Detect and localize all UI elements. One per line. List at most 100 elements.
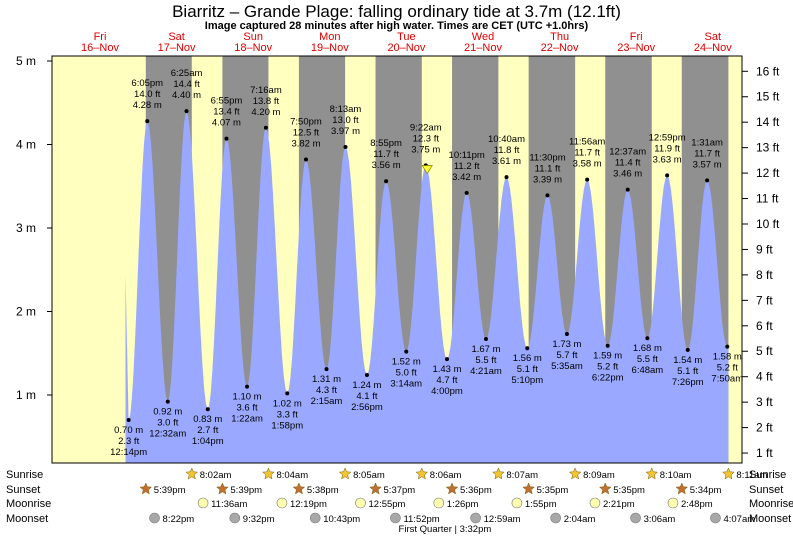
moonset-icon bbox=[149, 512, 160, 524]
sunset-icon bbox=[369, 482, 382, 495]
sunrise-icon bbox=[185, 467, 199, 480]
tide-metres-label: 1.10 m bbox=[233, 392, 262, 403]
sunset-time-label: 5:39pm bbox=[230, 485, 262, 496]
day-date-label: 23–Nov bbox=[617, 42, 655, 54]
y-right-tick-label: 3 ft bbox=[756, 395, 773, 409]
y-right-tick-label: 10 ft bbox=[756, 217, 780, 231]
y-right-tick-label: 5 ft bbox=[756, 344, 773, 358]
tide-metres-label: 4.20 m bbox=[251, 107, 280, 118]
tide-feet-label: 5.5 ft bbox=[637, 354, 658, 365]
y-right-tick-label: 4 ft bbox=[756, 370, 773, 384]
tide-feet-label: 11.7 ft bbox=[373, 149, 399, 160]
moonrise-time-label: 12:55pm bbox=[369, 499, 406, 510]
moonrise-time-label: 1:26pm bbox=[447, 499, 479, 510]
tide-feet-label: 5.5 ft bbox=[475, 355, 496, 366]
day-name-label: Mon bbox=[319, 31, 340, 43]
sunset-time-label: 5:35pm bbox=[537, 485, 569, 496]
tide-feet-label: 11.9 ft bbox=[654, 143, 680, 154]
moonrise-icon bbox=[276, 497, 288, 509]
sunset-icon bbox=[445, 482, 459, 495]
tide-feet-label: 11.7 ft bbox=[694, 148, 720, 159]
day-name-label: Fri bbox=[630, 31, 643, 43]
axes: 1 m 2 m 3 m 4 m 5 m 1 ft 2 ft 3 ft 4 ft 5 ft 6 ft 7… bbox=[16, 54, 780, 460]
sunrise-row-label-left: Sunrise bbox=[6, 469, 43, 481]
day-name-label: Thu bbox=[550, 31, 569, 43]
moonrise-row-label-left: Moonrise bbox=[6, 498, 51, 510]
moonset-time-label: 3:06am bbox=[644, 514, 676, 525]
tide-feet-label: 12.5 ft bbox=[293, 128, 320, 139]
tide-feet-label: 14.0 ft bbox=[134, 89, 161, 100]
moonset-icon bbox=[550, 512, 561, 524]
sunrise-time-label: 8:09am bbox=[583, 470, 615, 481]
high-tide-point bbox=[384, 179, 389, 184]
chart-title: Biarritz – Grande Plage: falling ordinar… bbox=[172, 2, 621, 21]
tide-feet-label: 13.8 ft bbox=[253, 96, 280, 107]
moonrise-time-label: 2:48pm bbox=[681, 499, 713, 510]
day-date-label: 22–Nov bbox=[541, 42, 579, 54]
low-tide-point bbox=[564, 332, 569, 337]
tide-feet-label: 11.7 ft bbox=[574, 148, 600, 159]
tide-metres-label: 1.59 m bbox=[593, 351, 622, 362]
high-tide-point bbox=[343, 145, 348, 150]
tide-time-label: 2:56pm bbox=[351, 402, 383, 413]
day-date-label: 21–Nov bbox=[464, 42, 502, 54]
tide-time-label: 9:22am bbox=[410, 122, 442, 133]
y-right-tick-label: 9 ft bbox=[756, 242, 773, 256]
tide-metres-label: 1.67 m bbox=[471, 344, 500, 355]
tide-curve bbox=[125, 111, 729, 463]
moonset-time-label: 11:52pm bbox=[403, 514, 439, 525]
tide-feet-label: 5.1 ft bbox=[677, 366, 698, 377]
sunset-time-label: 5:37pm bbox=[384, 485, 416, 496]
y-right-tick-label: 7 ft bbox=[756, 293, 773, 307]
tide-time-label: 12:32am bbox=[149, 429, 186, 440]
moonrise-time-label: 11:36am bbox=[211, 499, 247, 510]
tide-metres-label: 1.43 m bbox=[432, 364, 461, 375]
tide-metres-label: 4.40 m bbox=[172, 90, 201, 101]
tide-metres-label: 4.28 m bbox=[133, 100, 162, 111]
tide-area bbox=[125, 111, 729, 463]
tide-time-label: 7:16am bbox=[250, 85, 282, 96]
sunset-row-label-right: Sunset bbox=[749, 484, 783, 496]
y-right-tick-label: 8 ft bbox=[756, 268, 773, 282]
tide-metres-label: 0.70 m bbox=[114, 425, 143, 436]
moonset-time-label: 10:43pm bbox=[323, 514, 360, 525]
tide-metres-label: 3.57 m bbox=[693, 159, 722, 170]
sunset-time-label: 5:35pm bbox=[613, 485, 645, 496]
tide-feet-label: 3.3 ft bbox=[277, 409, 298, 420]
tide-feet-label: 14.4 ft bbox=[173, 79, 200, 90]
tide-time-label: 12:14pm bbox=[110, 447, 147, 458]
tide-metres-label: 0.83 m bbox=[193, 414, 222, 425]
tide-time-label: 6:25am bbox=[171, 68, 203, 79]
sunset-icon bbox=[216, 482, 229, 495]
sunset-time-label: 5:38pm bbox=[307, 485, 339, 496]
high-tide-point bbox=[263, 125, 268, 130]
tide-time-label: 1:31am bbox=[691, 137, 723, 148]
high-tide-point bbox=[464, 190, 469, 195]
tide-feet-label: 5.2 ft bbox=[717, 363, 738, 374]
day-date-label: 18–Nov bbox=[234, 42, 272, 54]
moonrise-icon bbox=[589, 497, 601, 509]
tide-metres-label: 1.73 m bbox=[552, 339, 581, 350]
moonset-time-label: 12:59am bbox=[484, 514, 521, 525]
tide-metres-label: 0.92 m bbox=[153, 407, 182, 418]
tide-feet-label: 12.3 ft bbox=[413, 133, 440, 144]
tide-metres-label: 3.82 m bbox=[291, 139, 320, 150]
tide-time-label: 8:55pm bbox=[370, 138, 402, 149]
high-tide-point bbox=[705, 178, 710, 183]
sunrise-time-label: 8:05am bbox=[353, 470, 385, 481]
day-date-label: 20–Nov bbox=[387, 42, 425, 54]
tide-metres-label: 3.42 m bbox=[452, 172, 481, 183]
tide-time-label: 11:30pm bbox=[529, 152, 565, 163]
tide-metres-label: 4.07 m bbox=[212, 118, 241, 129]
tide-feet-label: 2.7 ft bbox=[197, 425, 218, 436]
y-right-tick-label: 11 ft bbox=[756, 192, 779, 206]
sunset-icon bbox=[675, 482, 689, 495]
tide-feet-label: 4.7 ft bbox=[436, 375, 457, 386]
tide-metres-label: 3.56 m bbox=[372, 160, 401, 171]
tide-feet-label: 4.3 ft bbox=[316, 385, 337, 396]
daylight-band bbox=[52, 56, 146, 463]
day-name-label: Sat bbox=[705, 31, 722, 43]
day-date-label: 24–Nov bbox=[694, 42, 732, 54]
y-right-tick-label: 6 ft bbox=[756, 319, 773, 333]
